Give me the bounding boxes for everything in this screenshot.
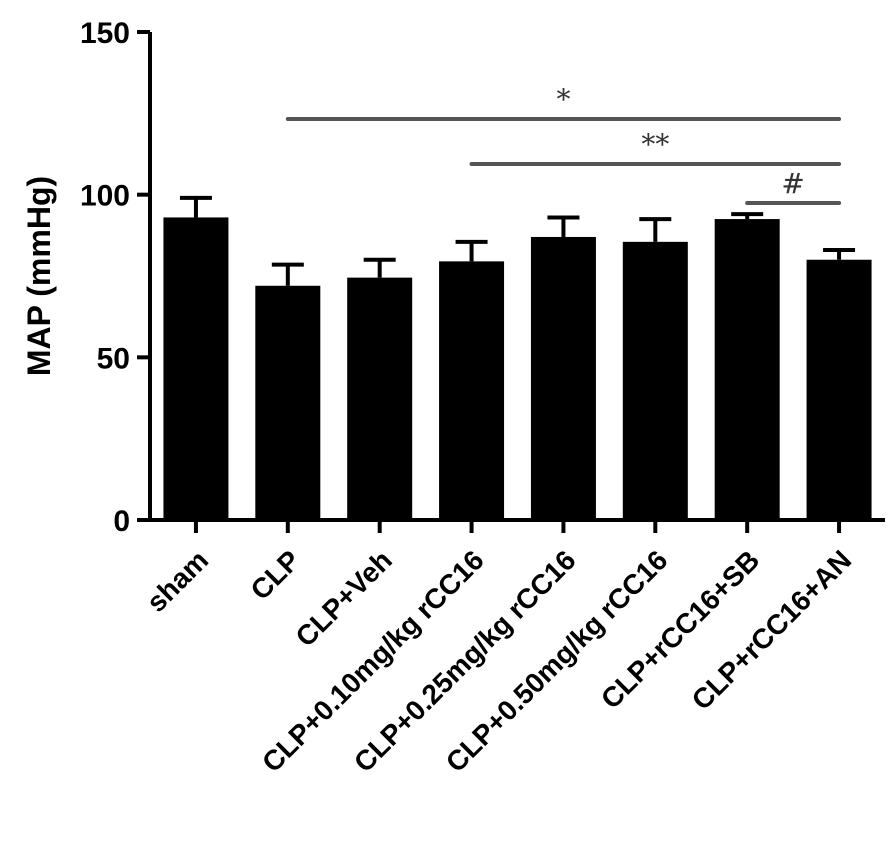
x-tick-label-1: CLP bbox=[245, 544, 307, 606]
bar-5 bbox=[622, 241, 688, 520]
significance-layer: ***# bbox=[285, 83, 842, 205]
x-tick-label-0: sham bbox=[141, 544, 215, 618]
y-ticks-layer: 0 50 100 150 bbox=[80, 17, 150, 538]
bar-1 bbox=[255, 285, 321, 520]
y-tick-label-1: 50 bbox=[97, 342, 130, 375]
significance-label-2: # bbox=[781, 167, 804, 200]
x-tick-label-6: CLP+rCC16+SB bbox=[595, 544, 765, 714]
significance-label-1: ** bbox=[641, 128, 669, 161]
y-axis-label-group: MAP (mmHg) bbox=[21, 176, 57, 376]
y-axis-label: MAP (mmHg) bbox=[21, 176, 57, 376]
y-tick-label-2: 100 bbox=[80, 180, 130, 213]
bar-6 bbox=[714, 219, 780, 521]
bar-0 bbox=[163, 217, 229, 520]
bar-3 bbox=[439, 261, 505, 520]
error-bars-layer bbox=[179, 195, 856, 286]
bars-layer bbox=[163, 217, 872, 521]
y-tick-label-0: 0 bbox=[113, 505, 130, 538]
axes-layer bbox=[148, 32, 885, 522]
x-tick-label-7: CLP+rCC16+AN bbox=[686, 544, 858, 716]
bar-4 bbox=[530, 236, 596, 520]
significance-label-0: * bbox=[556, 83, 570, 116]
y-tick-label-3: 150 bbox=[80, 17, 130, 50]
bar-2 bbox=[347, 277, 413, 520]
bar-7 bbox=[806, 259, 872, 520]
